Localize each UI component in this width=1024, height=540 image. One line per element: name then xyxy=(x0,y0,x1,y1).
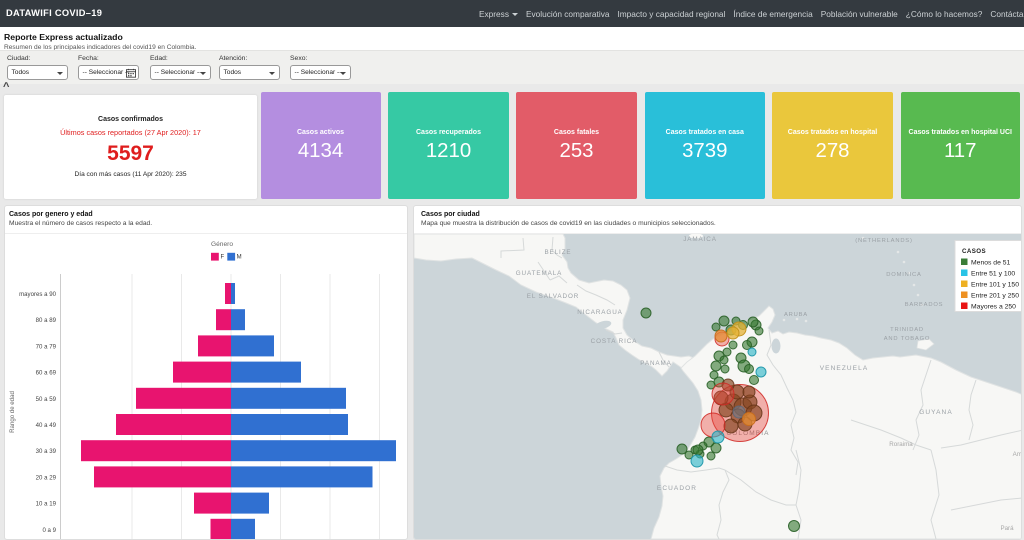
svg-text:F: F xyxy=(221,254,225,260)
svg-text:JAMAICA: JAMAICA xyxy=(683,236,717,243)
svg-text:Rango de edad: Rango de edad xyxy=(9,391,16,433)
svg-text:80 a 89: 80 a 89 xyxy=(36,317,57,324)
svg-text:ECUADOR: ECUADOR xyxy=(657,485,697,492)
svg-text:COLOMBIA: COLOMBIA xyxy=(726,430,769,437)
svg-text:Ama: Ama xyxy=(1013,451,1021,458)
svg-text:20 a 29: 20 a 29 xyxy=(36,474,57,481)
svg-text:mayores a 90: mayores a 90 xyxy=(19,291,57,298)
svg-text:GUATEMALA: GUATEMALA xyxy=(516,270,562,277)
svg-text:PANAMA: PANAMA xyxy=(640,360,672,367)
svg-text:BELIZE: BELIZE xyxy=(544,249,571,256)
svg-text:Entre 101 y 150: Entre 101 y 150 xyxy=(971,282,1019,289)
svg-text:VENEZUELA: VENEZUELA xyxy=(820,365,869,372)
svg-text:EL SALVADOR: EL SALVADOR xyxy=(527,293,579,300)
svg-text:30 a 39: 30 a 39 xyxy=(36,448,57,455)
svg-text:70 a 79: 70 a 79 xyxy=(36,343,57,350)
svg-text:AND TOBAGO: AND TOBAGO xyxy=(884,336,930,342)
svg-text:40 a 49: 40 a 49 xyxy=(36,422,57,429)
svg-text:COSTA RICA: COSTA RICA xyxy=(591,338,638,345)
svg-text:TRINIDAD: TRINIDAD xyxy=(890,327,924,333)
svg-text:(NETHERLANDS): (NETHERLANDS) xyxy=(855,238,912,244)
svg-text:Entre 51 y 100: Entre 51 y 100 xyxy=(971,271,1015,278)
svg-text:10 a 19: 10 a 19 xyxy=(36,501,57,508)
svg-text:Género: Género xyxy=(211,241,233,248)
svg-text:0 a 9: 0 a 9 xyxy=(42,527,56,534)
svg-text:Menos de 51: Menos de 51 xyxy=(971,260,1011,267)
svg-text:BARBADOS: BARBADOS xyxy=(905,302,944,308)
svg-text:60 a 69: 60 a 69 xyxy=(36,370,57,377)
svg-text:Roraima: Roraima xyxy=(889,441,913,448)
svg-text:DOMINICA: DOMINICA xyxy=(886,272,921,278)
svg-text:GUYANA: GUYANA xyxy=(919,409,953,416)
svg-text:Mayores a 250: Mayores a 250 xyxy=(971,304,1016,311)
svg-text:CASOS: CASOS xyxy=(962,248,986,255)
svg-text:50 a 59: 50 a 59 xyxy=(36,396,57,403)
svg-text:Entre 201 y 250: Entre 201 y 250 xyxy=(971,293,1019,300)
svg-text:Pará: Pará xyxy=(1000,525,1014,532)
svg-text:ARUBA: ARUBA xyxy=(784,312,808,318)
svg-text:M: M xyxy=(237,254,242,260)
svg-text:NICARAGUA: NICARAGUA xyxy=(577,309,623,316)
